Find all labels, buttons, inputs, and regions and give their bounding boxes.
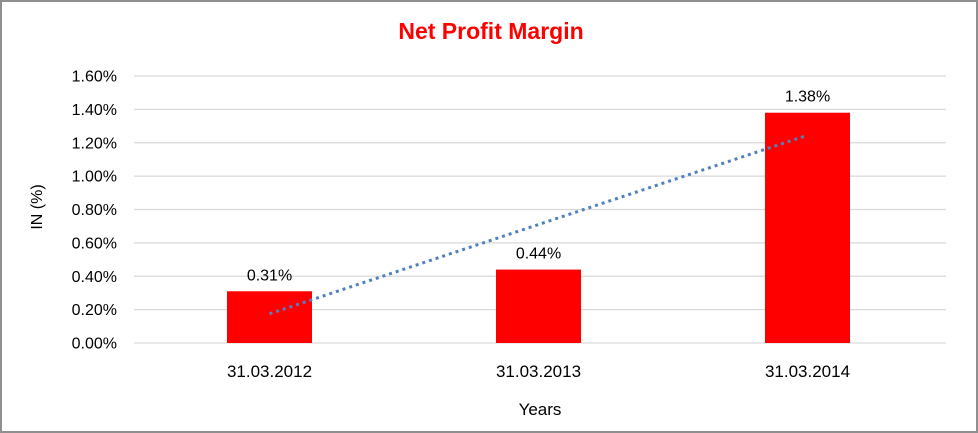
x-axis-title: Years	[518, 400, 562, 419]
data-label: 1.38%	[785, 89, 830, 106]
y-tick-label: 0.00%	[72, 336, 117, 353]
bar	[227, 291, 312, 343]
bar	[496, 269, 581, 343]
y-tick-label: 1.20%	[72, 135, 117, 152]
x-tick-label: 31.03.2013	[496, 362, 581, 381]
y-tick-label: 0.20%	[72, 302, 117, 319]
y-tick-label: 0.40%	[72, 269, 117, 286]
y-tick-label: 1.40%	[72, 102, 117, 119]
y-tick-label: 1.60%	[72, 69, 117, 86]
data-label: 0.31%	[247, 267, 292, 284]
x-tick-label: 31.03.2012	[227, 362, 312, 381]
y-tick-label: 1.00%	[72, 169, 117, 186]
y-tick-label: 0.80%	[72, 202, 117, 219]
bar	[765, 112, 850, 344]
chart-title: Net Profit Margin	[398, 18, 584, 44]
data-label: 0.44%	[516, 246, 561, 263]
y-tick-label: 0.60%	[72, 235, 117, 252]
x-tick-label: 31.03.2014	[765, 362, 850, 381]
